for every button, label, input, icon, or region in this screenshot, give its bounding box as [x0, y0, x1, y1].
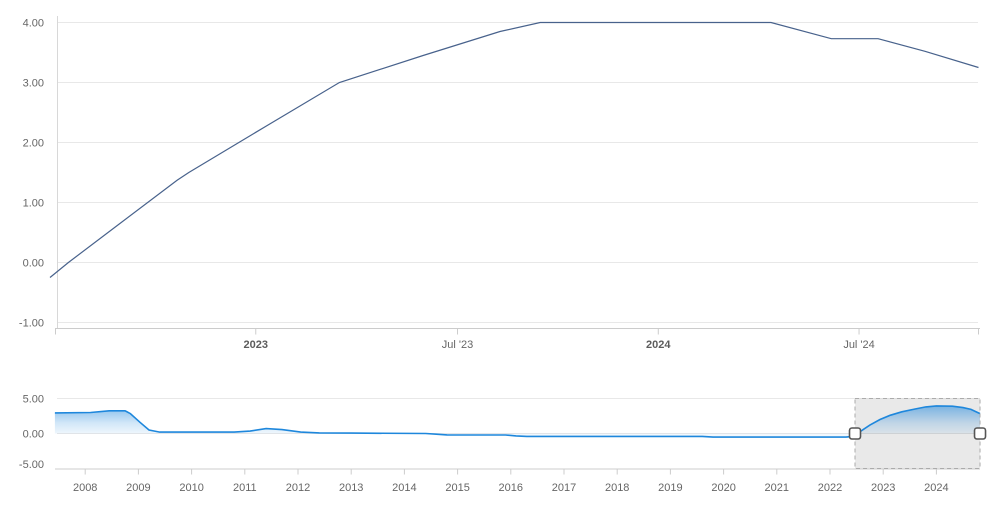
navigator-chart: 2008 2009 2010 2011 2012 2013 2014 2015 2016 2017… — [19, 394, 987, 494]
x-tick-label: 2023 — [244, 339, 268, 351]
main-series-line[interactable] — [49, 21, 979, 278]
navigator-gridlines — [57, 398, 980, 434]
y-tick-label: 2.00 — [23, 138, 44, 150]
y-tick-label: 1.00 — [23, 198, 44, 210]
y-tick-label: -1.00 — [19, 318, 44, 330]
nav-year-label: 2016 — [499, 482, 523, 494]
main-chart: 4.003.002.001.000.00-1.00 2023 Jul '23 202… — [19, 16, 980, 351]
nav-year-label: 2012 — [286, 482, 310, 494]
x-tick-label: 2024 — [646, 339, 671, 351]
nav-year-label: 2013 — [339, 482, 363, 494]
nav-year-label: 2009 — [126, 482, 150, 494]
nav-year-label: 2014 — [392, 482, 416, 494]
nav-year-label: 2011 — [233, 482, 257, 494]
nav-y-tick-label: 5.00 — [23, 394, 44, 406]
nav-year-label: 2008 — [73, 482, 97, 494]
x-tick-label: Jul '24 — [843, 339, 874, 351]
nav-year-label: 2017 — [552, 482, 576, 494]
main-x-axis: 2023 Jul '23 2024 Jul '24 — [55, 328, 980, 351]
navigator-right-handle[interactable] — [973, 427, 987, 440]
nav-y-tick-label: 0.00 — [23, 429, 44, 441]
nav-y-tick-label: -5.00 — [19, 459, 44, 471]
nav-year-label: 2020 — [711, 482, 735, 494]
nav-year-label: 2018 — [605, 482, 629, 494]
nav-year-label: 2015 — [445, 482, 469, 494]
y-tick-label: 4.00 — [23, 18, 44, 30]
main-y-axis-labels: 4.00 3.00 2.00 1.00 0.00 -1.00 — [19, 18, 44, 330]
nav-year-label: 2021 — [765, 482, 789, 494]
navigator-series-line — [54, 405, 981, 438]
main-plot-area[interactable] — [55, 16, 978, 329]
nav-year-label: 2022 — [818, 482, 842, 494]
nav-year-label: 2019 — [658, 482, 682, 494]
nav-year-label: 2023 — [871, 482, 895, 494]
navigator-left-handle[interactable] — [848, 427, 862, 440]
nav-year-label: 2010 — [179, 482, 203, 494]
y-tick-label: 3.00 — [23, 78, 44, 90]
main-gridlines — [57, 16, 978, 329]
navigator-x-axis: 2008 2009 2010 2011 2012 2013 2014 2015 2016 2017… — [55, 468, 980, 494]
navigator-y-axis-labels: 5.00 0.00 -5.00 — [19, 394, 44, 472]
y-tick-label: 0.00 — [23, 258, 44, 270]
nav-year-label: 2024 — [924, 482, 948, 494]
x-tick-label: Jul '23 — [442, 339, 473, 351]
